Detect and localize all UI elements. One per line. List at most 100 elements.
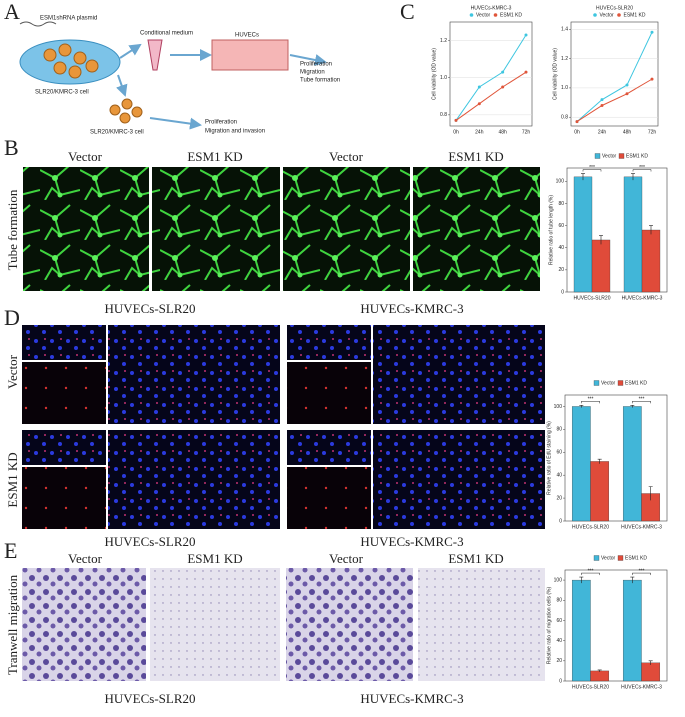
row-label: Tube formation [5, 189, 20, 270]
y-tick-label: 0 [561, 289, 564, 295]
annotation: *** [589, 165, 595, 171]
error-bar [579, 405, 584, 408]
legend-swatch [617, 555, 624, 561]
group-label: HUVECs-SLR20 [104, 301, 195, 316]
legend-label: ESM1 KD [500, 12, 522, 18]
legend-swatch [493, 13, 498, 17]
legend-swatch [594, 153, 601, 159]
annotation: *** [588, 568, 594, 574]
legend-swatch [617, 13, 621, 17]
bar [571, 406, 591, 522]
point [454, 118, 458, 122]
arrow [116, 74, 128, 97]
label: SLR20/KMRC-3 cell [90, 130, 144, 136]
legend-swatch [593, 13, 597, 17]
label: Migration [300, 70, 325, 76]
x-tick-label: HUVECs-SLR20 [572, 524, 609, 530]
y-tick-label: 1.4 [561, 27, 568, 33]
legend-swatch [593, 380, 600, 386]
error-bar [597, 458, 602, 464]
annotation: *** [639, 397, 645, 403]
point [625, 83, 629, 87]
x-tick-label: 48h [498, 129, 507, 135]
x-tick-label: 24h [475, 129, 484, 135]
arrow [119, 43, 142, 59]
y-axis-label: Relative ratio of EdU staining (%) [546, 421, 552, 495]
point [501, 85, 505, 89]
error-bar [579, 576, 584, 584]
y-tick-label: 0.8 [440, 112, 447, 118]
y-tick-label: 1.2 [440, 38, 447, 44]
y-tick-label: 100 [556, 179, 565, 185]
y-tick-label: 40 [558, 245, 564, 251]
y-tick-label: 100 [554, 404, 563, 410]
y-tick-label: 80 [556, 598, 562, 604]
legend-label: Vector [602, 153, 617, 159]
x-tick-label: 72h [648, 129, 657, 135]
bar [573, 176, 593, 293]
x-tick-label: 72h [522, 129, 531, 135]
y-tick-label: 20 [558, 267, 564, 273]
error-bar [648, 486, 653, 501]
error-bar [631, 173, 635, 181]
bar [591, 239, 611, 293]
y-axis-label: Relative ratio of tube length (%) [548, 195, 554, 265]
y-tick-label: 20 [556, 658, 562, 664]
group-label: HUVECs-KMRC-3 [360, 534, 463, 549]
y-tick-label: 0 [559, 678, 562, 684]
y-tick-label: 80 [556, 427, 562, 433]
point [477, 85, 481, 89]
y-tick-label: 1.0 [440, 75, 447, 81]
row-label: Vector [5, 354, 20, 389]
column-label: ESM1 KD [448, 551, 503, 566]
y-tick-label: 60 [558, 223, 564, 229]
line [576, 78, 653, 123]
group-label: HUVECs-SLR20 [104, 534, 195, 549]
chart-title: HUVECs-SLR20 [596, 5, 633, 11]
y-tick-label: 100 [554, 577, 563, 583]
error-bar [648, 660, 653, 665]
significance-bracket [632, 169, 652, 172]
legend-label: Vector [601, 380, 616, 386]
x-tick-label: HUVECs-KMRC-3 [622, 295, 663, 301]
y-axis-label: Cell viability (OD value) [552, 48, 558, 100]
y-tick-label: 60 [556, 618, 562, 624]
line [455, 71, 527, 121]
y-tick-label: 1.2 [561, 56, 568, 62]
significance-bracket [582, 169, 602, 172]
cells [43, 43, 99, 79]
point [625, 92, 629, 96]
point [524, 70, 528, 74]
column-label: Vector [329, 551, 364, 566]
error-bar [599, 235, 603, 245]
legend-swatch [593, 555, 600, 561]
point [600, 103, 604, 107]
x-tick-label: HUVECs-SLR20 [574, 295, 611, 301]
legend-swatch [617, 380, 624, 386]
y-tick-label: 80 [558, 201, 564, 207]
plasmid-icon [19, 21, 57, 27]
micrographs [22, 568, 545, 681]
significance-bracket [581, 401, 600, 404]
bar [622, 579, 642, 682]
plot-area [449, 21, 533, 127]
bar [623, 176, 643, 293]
panel-letter: C [400, 0, 415, 24]
y-tick-label: 40 [556, 638, 562, 644]
significance-bracket [632, 401, 651, 404]
x-tick-label: 0h [574, 129, 580, 135]
row-label: Tranwell migration [5, 574, 20, 675]
legend-swatch [618, 153, 625, 159]
legend-label: ESM1 KD [624, 12, 646, 18]
point [650, 77, 654, 81]
chart-title: HUVECs-KMRC-3 [471, 5, 512, 11]
point [575, 120, 579, 124]
error-bar [630, 576, 635, 584]
y-tick-label: 0.8 [561, 115, 568, 121]
tube [147, 39, 163, 71]
bar [641, 662, 661, 682]
y-axis-label: Relative ratio of migration cells (%) [546, 587, 552, 665]
bar [571, 579, 591, 682]
arrow [149, 117, 202, 130]
